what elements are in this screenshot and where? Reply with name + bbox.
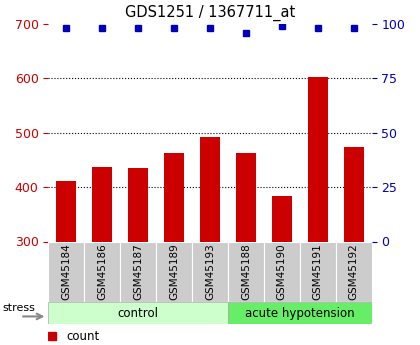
Text: GSM45186: GSM45186 (97, 243, 107, 300)
FancyBboxPatch shape (228, 241, 264, 302)
FancyBboxPatch shape (192, 241, 228, 302)
FancyBboxPatch shape (156, 241, 192, 302)
Bar (308, 77, 328, 242)
Bar (56, 181, 76, 241)
Bar (228, 302, 372, 324)
Bar (164, 153, 184, 242)
Text: stress: stress (3, 303, 35, 313)
Text: GSM45184: GSM45184 (61, 243, 71, 300)
Bar (48, 302, 228, 324)
Bar (92, 167, 112, 242)
Bar (344, 148, 364, 242)
Text: control: control (118, 307, 159, 319)
Text: GSM45189: GSM45189 (169, 243, 179, 300)
Bar (128, 168, 148, 241)
FancyBboxPatch shape (48, 241, 84, 302)
Text: GSM45193: GSM45193 (205, 243, 215, 300)
Text: GSM45191: GSM45191 (313, 243, 323, 300)
FancyBboxPatch shape (84, 241, 120, 302)
Text: acute hypotension: acute hypotension (245, 307, 354, 319)
Bar (236, 153, 256, 242)
Text: GSM45188: GSM45188 (241, 243, 251, 300)
Text: GSM45190: GSM45190 (277, 243, 287, 300)
Text: GSM45187: GSM45187 (133, 243, 143, 300)
FancyBboxPatch shape (336, 241, 372, 302)
FancyBboxPatch shape (300, 241, 336, 302)
FancyBboxPatch shape (264, 241, 300, 302)
FancyBboxPatch shape (120, 241, 156, 302)
Text: GSM45192: GSM45192 (349, 243, 359, 300)
Bar (272, 196, 292, 241)
Title: GDS1251 / 1367711_at: GDS1251 / 1367711_at (125, 5, 295, 21)
Bar (200, 137, 220, 242)
Text: count: count (66, 330, 100, 343)
